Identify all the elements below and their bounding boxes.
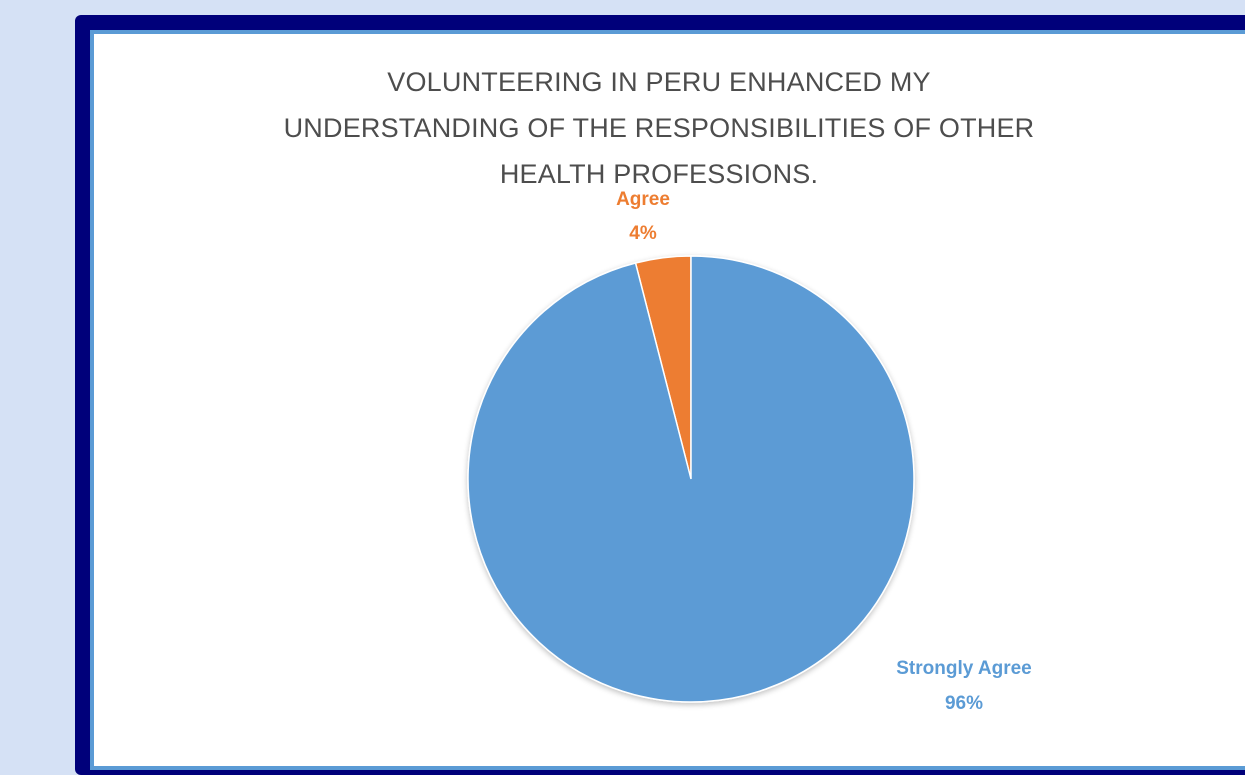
data-label-strongly-agree-name: Strongly Agree <box>896 658 1032 679</box>
chart-title: VOLUNTEERING IN PERU ENHANCED MY UNDERST… <box>154 59 1164 197</box>
chart-title-line-3: HEALTH PROFESSIONS. <box>499 159 819 189</box>
data-label-agree-value: 4% <box>629 223 657 244</box>
pie-slice-strongly-agree <box>467 255 915 703</box>
chart-title-line-2: UNDERSTANDING OF THE RESPONSIBILITIES OF… <box>283 113 1035 143</box>
pie-slices <box>467 255 915 703</box>
data-label-agree-name: Agree <box>616 189 670 210</box>
chart-title-line-1: VOLUNTEERING IN PERU ENHANCED MY <box>387 67 931 97</box>
data-label-strongly-agree-value: 96% <box>945 693 983 714</box>
